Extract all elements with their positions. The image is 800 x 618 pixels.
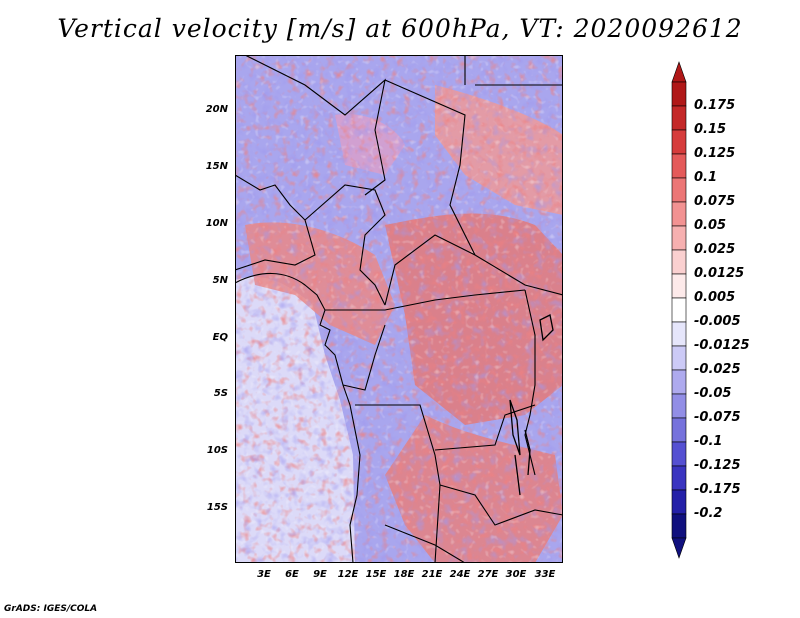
lon-label: 3E — [257, 569, 271, 580]
colorbar-segment — [671, 513, 687, 539]
map-frame — [235, 55, 563, 563]
colorbar — [671, 61, 687, 559]
lon-label: 30E — [505, 569, 527, 580]
colorbar-tick-label: 0.125 — [694, 146, 736, 161]
colorbar-tick-label: -0.125 — [694, 458, 741, 473]
lon-label: 18E — [393, 569, 415, 580]
colorbar-tick-label: 0.025 — [694, 242, 736, 257]
lon-label: 27E — [477, 569, 499, 580]
colorbar-tick-label: 0.005 — [694, 290, 736, 305]
colorbar-segment — [671, 201, 687, 227]
colorbar-tick-label: -0.1 — [694, 434, 723, 449]
colorbar-segment — [671, 417, 687, 443]
colorbar-segment — [671, 489, 687, 515]
borders — [235, 55, 563, 563]
lat-label: 10S — [206, 445, 228, 456]
lat-label: 15S — [206, 502, 228, 513]
lon-label: 24E — [449, 569, 471, 580]
colorbar-segment — [671, 441, 687, 467]
white-contour-texture — [235, 55, 563, 563]
colorbar-segment — [671, 321, 687, 347]
colorbar-tick-label: 0.1 — [694, 170, 718, 185]
colorbar-segment — [671, 273, 687, 299]
colorbar-segment — [671, 249, 687, 275]
colorbar-tick-label: -0.05 — [694, 386, 732, 401]
lat-label: 5S — [213, 388, 228, 399]
colorbar-max-arrow — [671, 61, 687, 83]
colorbar-tick-label: -0.2 — [694, 506, 723, 521]
colorbar-segment — [671, 297, 687, 323]
colorbar-tick-label: -0.025 — [694, 362, 741, 377]
colorbar-segment — [671, 153, 687, 179]
lon-label: 12E — [337, 569, 359, 580]
lat-label: 5N — [212, 275, 228, 286]
colorbar-segment — [671, 393, 687, 419]
colorbar-segment — [671, 225, 687, 251]
colorbar-tick-label: 0.175 — [694, 98, 736, 113]
colorbar-tick-label: 0.0125 — [694, 266, 745, 281]
credit-text: GrADS: IGES/COLA — [4, 604, 98, 614]
lon-label: 15E — [365, 569, 387, 580]
lon-label: 33E — [534, 569, 556, 580]
colorbar-segment — [671, 81, 687, 107]
colorbar-segment — [671, 177, 687, 203]
lat-label: 20N — [205, 104, 228, 115]
lon-label: 6E — [285, 569, 299, 580]
lat-label: 10N — [205, 218, 228, 229]
colorbar-tick-label: -0.005 — [694, 314, 741, 329]
lat-label: 15N — [205, 161, 228, 172]
map-svg — [235, 55, 563, 563]
colorbar-tick-label: 0.05 — [694, 218, 727, 233]
colorbar-tick-label: 0.15 — [694, 122, 727, 137]
colorbar-segment — [671, 129, 687, 155]
colorbar-tick-label: 0.075 — [694, 194, 736, 209]
lon-label: 9E — [313, 569, 327, 580]
vertical-velocity-map — [235, 55, 563, 563]
colorbar-segment — [671, 345, 687, 371]
colorbar-min-arrow — [671, 537, 687, 559]
colorbar-tick-label: -0.175 — [694, 482, 741, 497]
lat-label: EQ — [212, 332, 228, 343]
colorbar-tick-label: -0.075 — [694, 410, 741, 425]
colorbar-segment — [671, 465, 687, 491]
colorbar-segment — [671, 105, 687, 131]
lon-label: 21E — [421, 569, 443, 580]
colorbar-segment — [671, 369, 687, 395]
lakes — [509, 314, 554, 496]
chart-title: Vertical velocity [m/s] at 600hPa, VT: 2… — [57, 14, 743, 43]
colorbar-tick-label: -0.0125 — [694, 338, 750, 353]
